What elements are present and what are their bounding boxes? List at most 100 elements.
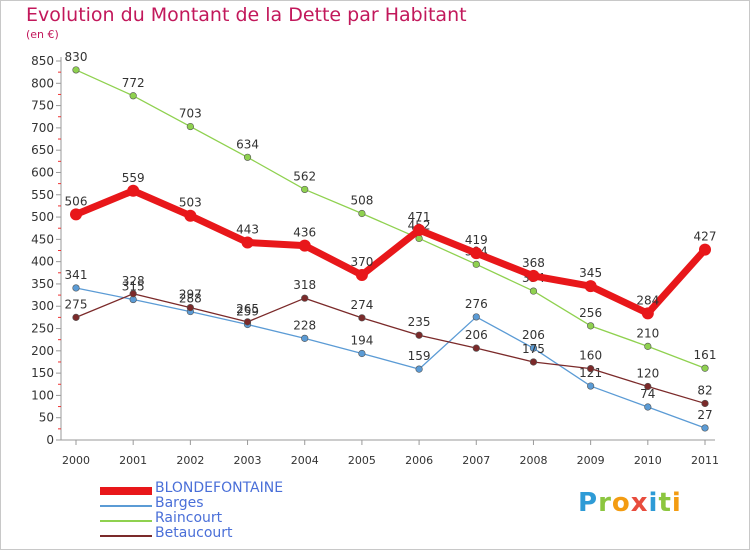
data-point: [301, 185, 309, 194]
data-point: [413, 223, 426, 236]
data-point: [701, 424, 709, 432]
y-tick-label: 700: [31, 121, 54, 135]
proxiti-logo: Proxiti: [578, 488, 682, 518]
data-label: 443: [236, 222, 259, 236]
y-tick-label: 450: [31, 232, 54, 246]
data-point: [127, 184, 140, 197]
data-point: [701, 364, 709, 372]
data-label: 121: [579, 366, 602, 380]
x-tick-label: 2009: [577, 454, 605, 467]
y-tick-label: 200: [31, 344, 54, 358]
data-point: [644, 342, 652, 350]
logo-letter: i: [671, 488, 682, 518]
data-label: 427: [694, 230, 717, 244]
data-label: 370: [350, 255, 373, 269]
data-point: [472, 313, 480, 321]
data-point: [184, 209, 197, 222]
y-tick-label: 800: [31, 76, 54, 90]
data-point: [644, 403, 652, 411]
data-label: 288: [179, 292, 202, 306]
data-point: [243, 318, 252, 326]
x-tick-label: 2002: [176, 454, 204, 467]
data-label: 772: [122, 76, 145, 90]
legend-swatch: [100, 487, 152, 495]
data-label: 318: [293, 278, 316, 292]
data-point: [358, 349, 366, 358]
data-point: [587, 365, 595, 373]
data-label: 74: [640, 387, 655, 401]
data-label: 228: [293, 318, 316, 332]
y-tick-label: 850: [31, 54, 54, 68]
x-tick-label: 2001: [119, 454, 147, 467]
logo-letter: x: [630, 488, 649, 518]
data-label: 159: [408, 349, 431, 363]
data-label: 82: [697, 383, 712, 397]
logo-letter: r: [598, 488, 612, 518]
data-point: [584, 280, 597, 293]
data-label: 508: [350, 193, 373, 207]
data-point: [472, 260, 480, 268]
data-label: 120: [636, 366, 659, 380]
y-tick-label: 250: [31, 322, 54, 336]
data-label: 830: [65, 50, 88, 64]
data-label: 315: [122, 280, 145, 294]
data-label: 471: [408, 210, 431, 224]
x-tick-label: 2008: [519, 454, 547, 467]
y-tick-label: 100: [31, 388, 54, 402]
data-label: 210: [636, 326, 659, 340]
data-point: [243, 153, 252, 161]
x-tick-label: 2007: [462, 454, 490, 467]
data-point: [529, 287, 538, 295]
y-tick-label: 300: [31, 299, 54, 313]
data-point: [529, 358, 538, 366]
x-tick-label: 2010: [634, 454, 662, 467]
data-point: [587, 382, 595, 390]
data-point: [72, 66, 80, 74]
data-point: [358, 209, 366, 218]
data-point: [358, 314, 366, 322]
data-label: 634: [236, 137, 259, 151]
series-line-raincourt: [75, 69, 706, 369]
y-tick-label: 0: [46, 433, 54, 447]
data-label: 559: [122, 171, 145, 185]
data-point: [298, 239, 311, 252]
data-label: 235: [408, 315, 431, 329]
data-point: [241, 236, 254, 249]
data-point: [301, 294, 309, 302]
y-tick-label: 400: [31, 255, 54, 269]
y-tick-label: 750: [31, 99, 54, 113]
data-label: 341: [65, 268, 88, 282]
data-label: 206: [465, 328, 488, 342]
data-point: [470, 247, 483, 260]
data-point: [529, 344, 538, 352]
y-tick-label: 600: [31, 165, 54, 179]
data-label: 27: [697, 408, 712, 422]
data-point: [186, 122, 194, 131]
data-point: [415, 365, 423, 373]
x-tick-label: 2005: [348, 454, 376, 467]
logo-letter: P: [578, 488, 599, 518]
data-label: 328: [122, 274, 145, 288]
data-point: [527, 269, 540, 282]
logo-letter: i: [648, 488, 659, 518]
data-label: 284: [636, 293, 659, 307]
legend-swatch: [100, 535, 152, 537]
data-point: [641, 307, 654, 320]
x-tick-label: 2004: [291, 454, 319, 467]
data-label: 275: [65, 297, 88, 311]
data-point: [72, 284, 80, 292]
data-point: [129, 92, 137, 100]
data-point: [355, 269, 368, 282]
data-label: 297: [179, 288, 202, 302]
data-point: [701, 399, 709, 408]
x-tick-label: 2011: [691, 454, 719, 467]
unit-label: (en €): [26, 28, 59, 41]
data-label: 160: [579, 349, 602, 363]
legend-swatch: [100, 520, 152, 522]
data-point: [699, 243, 711, 256]
series-line-barges: [75, 287, 706, 429]
y-tick-label: 150: [31, 366, 54, 380]
legend-label: Barges: [155, 495, 204, 511]
data-point: [644, 382, 652, 391]
